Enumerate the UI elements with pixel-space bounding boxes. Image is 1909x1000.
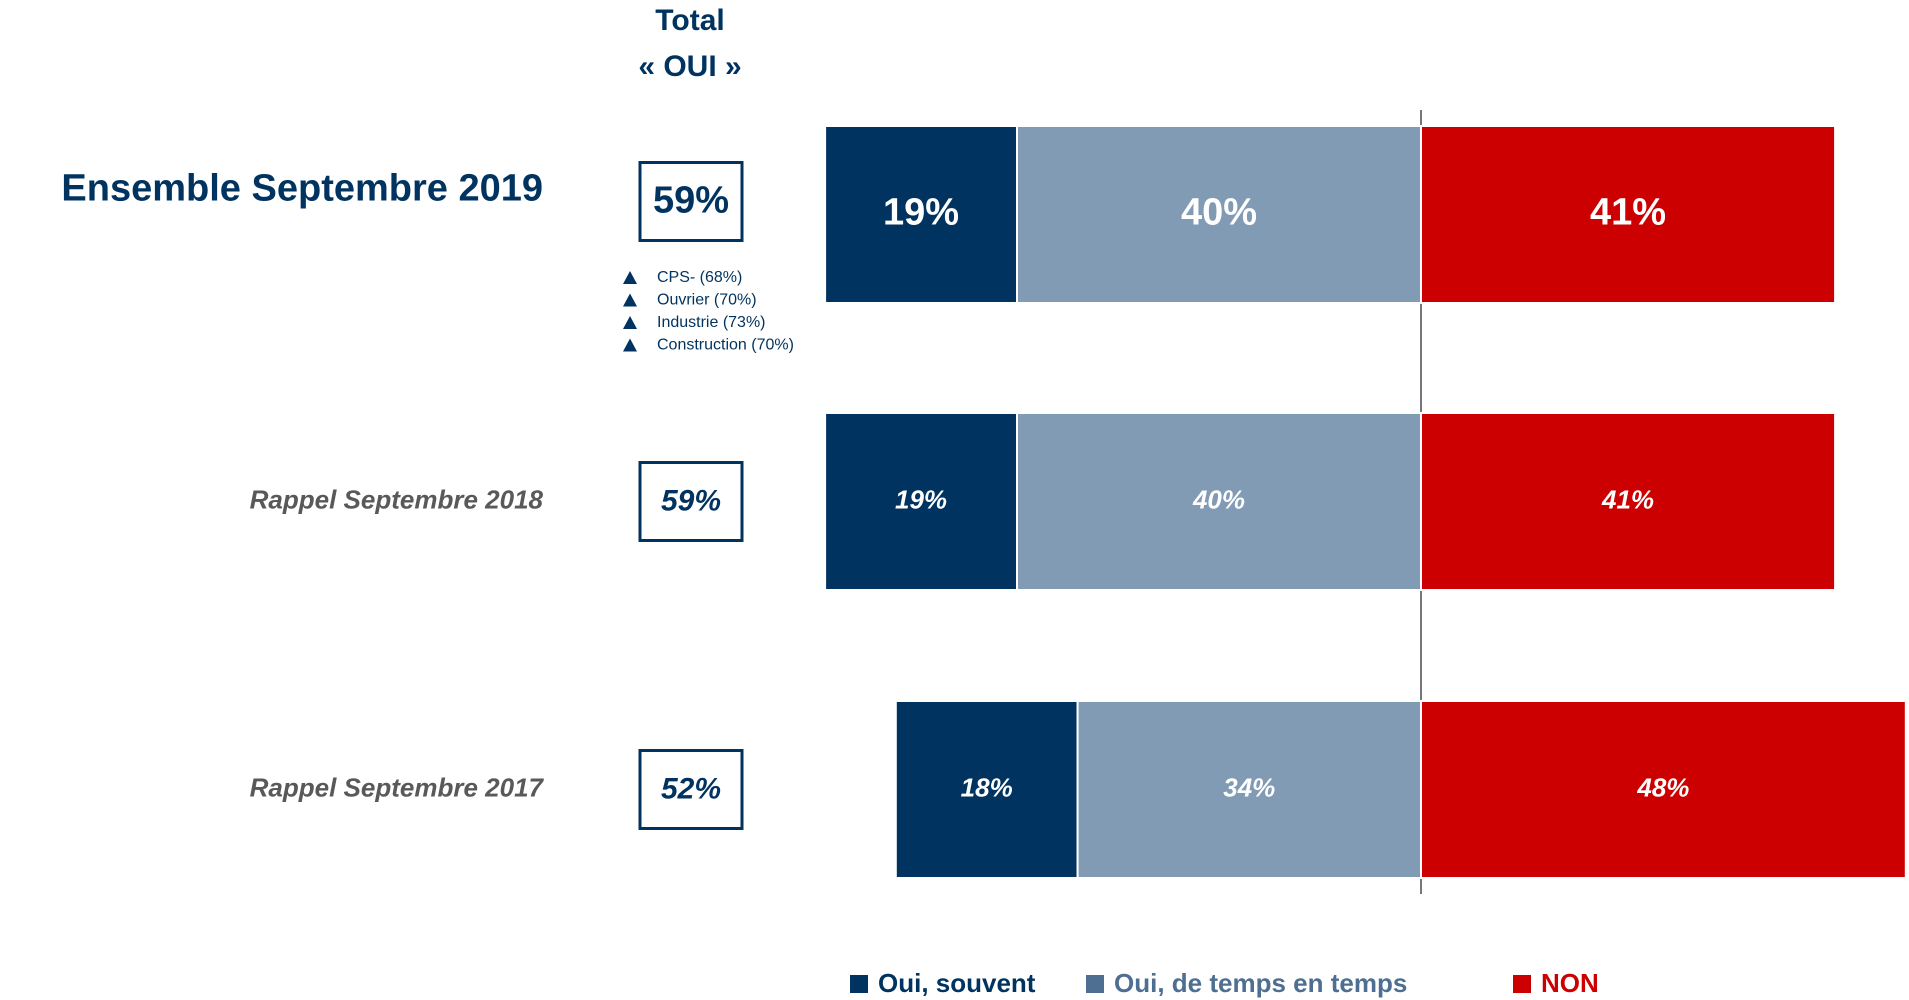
total-label: 52%: [661, 772, 721, 805]
legend-swatch: [1513, 975, 1531, 993]
bar-segment: [1420, 125, 1837, 304]
annotation: Industrie (73%): [657, 314, 766, 331]
total-box: [638, 749, 744, 830]
value-label: 48%: [1636, 772, 1689, 802]
bar-segment: [1420, 412, 1837, 591]
bar-segment: [894, 700, 1079, 879]
legend-swatch: [1086, 975, 1104, 993]
value-label: 18%: [961, 772, 1013, 802]
total-label: 59%: [661, 484, 721, 517]
legend-label: Oui, de temps en temps: [1114, 968, 1407, 998]
header: Total: [655, 4, 724, 37]
value-label: 41%: [1590, 192, 1666, 234]
annotation: CPS- (68%): [657, 269, 742, 286]
row-label: Ensemble Septembre 2019: [61, 168, 543, 210]
value-label: 41%: [1601, 484, 1654, 514]
bar-segment: [1016, 125, 1422, 304]
row-label: Rappel Septembre 2017: [250, 772, 545, 802]
total-box: [638, 161, 744, 242]
legend-label: NON: [1541, 968, 1599, 998]
total-label: 59%: [653, 180, 729, 222]
total-box: [638, 461, 744, 542]
value-label: 19%: [883, 192, 959, 234]
triangle-icon: [623, 316, 637, 329]
annotation: Construction (70%): [657, 337, 794, 354]
row-label: Rappel Septembre 2018: [250, 484, 544, 514]
bar-segment: [824, 412, 1018, 591]
triangle-icon: [623, 338, 637, 352]
header: « OUI »: [638, 50, 741, 83]
value-label: 34%: [1223, 772, 1275, 802]
value-label: 19%: [895, 484, 947, 514]
bar-segment: [1420, 700, 1907, 879]
bar-segment: [1076, 700, 1422, 879]
annotation: Ouvrier (70%): [657, 292, 757, 309]
legend-swatch: [850, 975, 868, 993]
value-label: 40%: [1192, 484, 1245, 514]
triangle-icon: [623, 293, 637, 307]
value-label: 40%: [1181, 192, 1257, 234]
legend-label: Oui, souvent: [878, 968, 1036, 998]
triangle-icon: [623, 271, 637, 284]
bar-segment: [824, 125, 1018, 304]
